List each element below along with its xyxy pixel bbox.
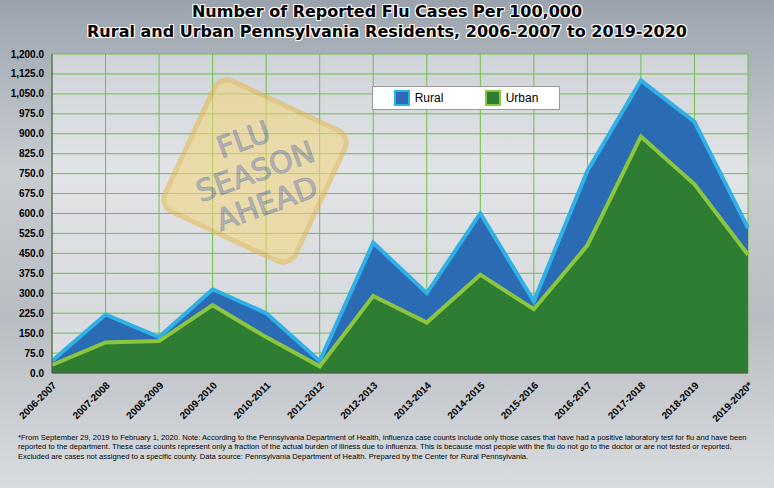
svg-text:675.0: 675.0	[19, 188, 44, 199]
svg-text:225.0: 225.0	[19, 308, 44, 319]
svg-text:FLU: FLU	[212, 114, 275, 166]
svg-text:75.0: 75.0	[25, 348, 45, 359]
svg-text:2018-2019: 2018-2019	[659, 379, 701, 421]
svg-text:1,125.0: 1,125.0	[11, 68, 45, 79]
svg-text:AHEAD: AHEAD	[211, 169, 322, 238]
svg-text:2011-2012: 2011-2012	[285, 379, 327, 421]
svg-text:2016-2017: 2016-2017	[552, 379, 594, 421]
svg-text:1,050.0: 1,050.0	[11, 88, 45, 99]
svg-text:2008-2009: 2008-2009	[124, 379, 166, 421]
svg-text:375.0: 375.0	[19, 268, 44, 279]
svg-text:300.0: 300.0	[19, 288, 44, 299]
svg-text:975.0: 975.0	[19, 108, 44, 119]
html-text:Urban: Urban	[505, 91, 539, 105]
svg-text:2014-2015: 2014-2015	[445, 379, 487, 421]
svg-text:2015-2016: 2015-2016	[499, 379, 541, 421]
svg-text:150.0: 150.0	[19, 328, 44, 339]
svg-text:1,200.0: 1,200.0	[11, 49, 45, 60]
svg-text:0.0: 0.0	[30, 368, 44, 379]
svg-text:2009-2010: 2009-2010	[177, 379, 219, 421]
svg-text:2012-2013: 2012-2013	[338, 379, 380, 421]
svg-text:2006-2007: 2006-2007	[17, 379, 59, 421]
svg-text:450.0: 450.0	[19, 248, 44, 259]
svg-text:750.0: 750.0	[19, 168, 44, 179]
html-text:*From September 29, 2019 to Fe: *From September 29, 2019 to February 1, …	[18, 433, 747, 461]
svg-text:2017-2018: 2017-2018	[606, 379, 648, 421]
html-text:Rural: Rural	[414, 91, 444, 105]
svg-text:2007-2008: 2007-2008	[70, 379, 112, 421]
svg-text:SEASON: SEASON	[191, 134, 319, 209]
svg-text:2019-2020*: 2019-2020*	[710, 380, 754, 424]
svg-text:2010-2011: 2010-2011	[231, 379, 273, 421]
svg-text:825.0: 825.0	[19, 148, 44, 159]
svg-text:600.0: 600.0	[19, 208, 44, 219]
html-text:Number of Reported Flu Cases P: Number of Reported Flu Cases Per 100,000…	[87, 2, 687, 41]
svg-text:900.0: 900.0	[19, 128, 44, 139]
svg-text:2013-2014: 2013-2014	[392, 379, 434, 421]
svg-text:525.0: 525.0	[19, 228, 44, 239]
